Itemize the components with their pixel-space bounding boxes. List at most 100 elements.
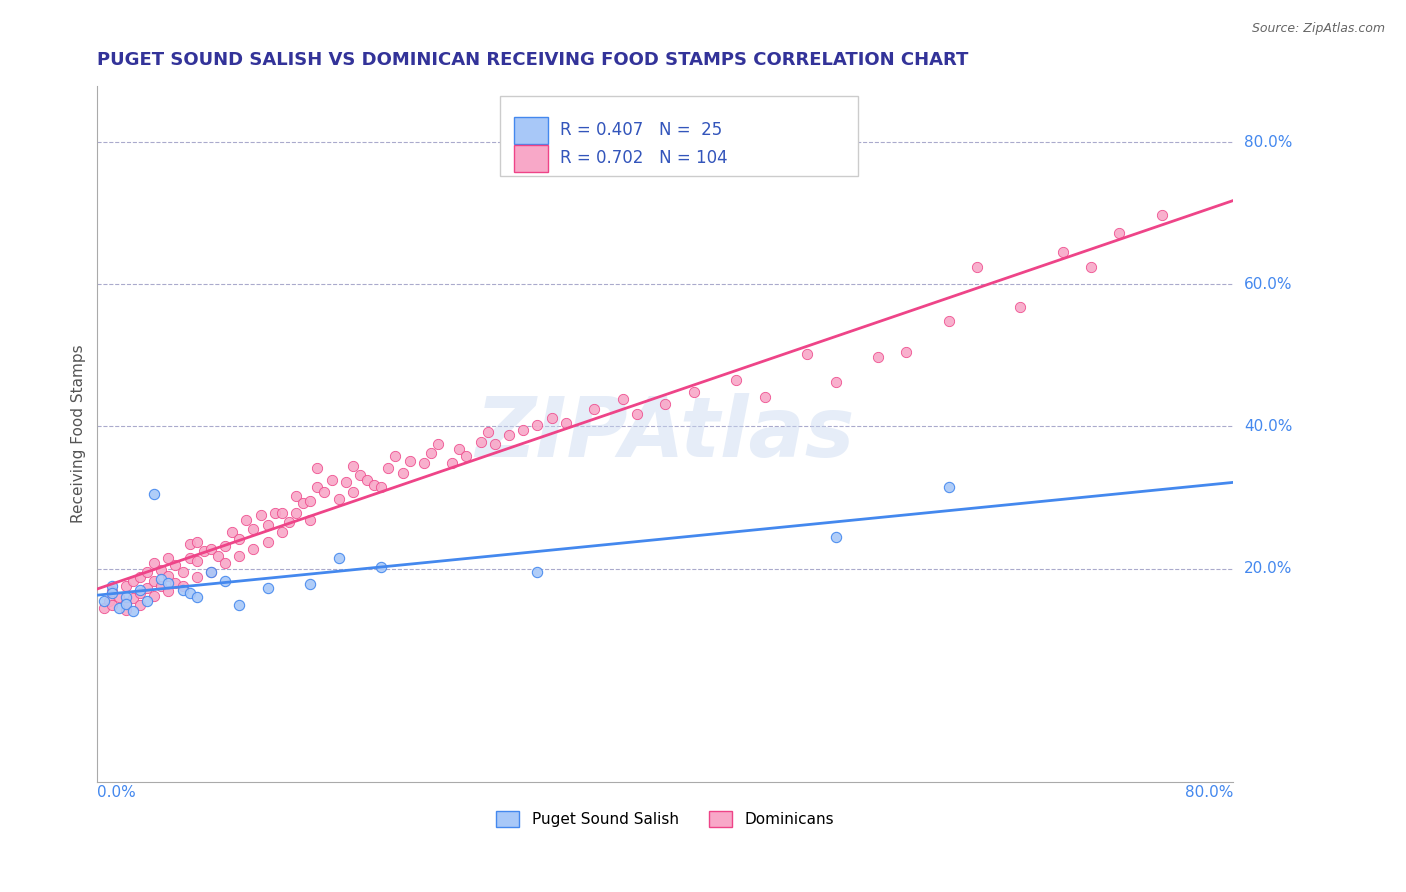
Point: [114, 590, 136, 604]
Point: [456, 450, 478, 464]
Point: [419, 446, 441, 460]
Point: [470, 435, 492, 450]
Point: [314, 484, 336, 499]
Point: [1080, 260, 1102, 274]
Point: [228, 599, 250, 613]
Point: [214, 556, 236, 570]
Point: [129, 570, 152, 584]
Point: [1008, 300, 1031, 314]
Point: [725, 373, 748, 387]
Point: [612, 392, 634, 407]
Text: 80.0%: 80.0%: [1185, 785, 1233, 800]
Point: [100, 584, 122, 599]
Point: [242, 541, 264, 556]
Point: [441, 457, 464, 471]
Point: [100, 599, 122, 613]
Point: [121, 604, 143, 618]
Point: [193, 543, 215, 558]
Point: [299, 577, 322, 591]
Point: [114, 603, 136, 617]
Point: [136, 582, 159, 596]
Point: [179, 586, 201, 600]
Bar: [515, 117, 548, 144]
Point: [1052, 245, 1074, 260]
Point: [207, 549, 229, 563]
Point: [165, 558, 187, 572]
Text: PUGET SOUND SALISH VS DOMINICAN RECEIVING FOOD STAMPS CORRELATION CHART: PUGET SOUND SALISH VS DOMINICAN RECEIVIN…: [97, 51, 969, 69]
Point: [172, 579, 194, 593]
Point: [370, 480, 392, 494]
Point: [249, 508, 271, 523]
Point: [370, 560, 392, 574]
Point: [342, 458, 364, 473]
Point: [398, 453, 420, 467]
Text: 20.0%: 20.0%: [1244, 561, 1292, 576]
Point: [938, 480, 960, 494]
Point: [554, 416, 576, 430]
Point: [321, 473, 343, 487]
Text: R = 0.407   N =  25: R = 0.407 N = 25: [560, 121, 721, 139]
Text: 80.0%: 80.0%: [1244, 135, 1292, 150]
Point: [412, 457, 434, 471]
Point: [214, 539, 236, 553]
Point: [221, 524, 243, 539]
Point: [285, 506, 308, 520]
Point: [93, 593, 115, 607]
Text: 60.0%: 60.0%: [1244, 277, 1292, 292]
Point: [172, 582, 194, 597]
Point: [228, 549, 250, 563]
Point: [626, 407, 648, 421]
Point: [121, 574, 143, 589]
Point: [114, 579, 136, 593]
FancyBboxPatch shape: [501, 96, 858, 176]
Point: [477, 425, 499, 439]
Point: [200, 565, 222, 579]
Point: [278, 516, 301, 530]
Point: [157, 550, 180, 565]
Point: [328, 550, 350, 565]
Point: [256, 534, 278, 549]
Point: [526, 418, 548, 433]
Point: [129, 582, 152, 597]
Point: [121, 591, 143, 606]
Point: [150, 579, 173, 593]
Point: [349, 467, 371, 482]
Point: [335, 475, 357, 489]
Point: [356, 473, 378, 487]
Point: [100, 579, 122, 593]
Point: [966, 260, 988, 274]
Point: [384, 450, 406, 464]
Point: [179, 550, 201, 565]
Point: [107, 590, 129, 604]
Point: [754, 390, 776, 404]
Point: [235, 513, 257, 527]
Point: [583, 401, 606, 416]
Point: [129, 586, 152, 600]
Point: [114, 597, 136, 611]
Point: [896, 345, 918, 359]
Point: [136, 593, 159, 607]
Point: [292, 496, 315, 510]
Point: [938, 314, 960, 328]
Point: [526, 565, 548, 579]
Point: [150, 572, 173, 586]
Point: [1108, 227, 1130, 241]
Point: [143, 574, 166, 589]
Point: [100, 586, 122, 600]
Point: [796, 347, 818, 361]
Point: [427, 437, 450, 451]
Point: [150, 563, 173, 577]
Point: [157, 575, 180, 590]
Text: 40.0%: 40.0%: [1244, 419, 1292, 434]
Point: [129, 599, 152, 613]
Point: [242, 523, 264, 537]
Point: [824, 376, 846, 390]
Point: [270, 506, 292, 520]
Legend: Puget Sound Salish, Dominicans: Puget Sound Salish, Dominicans: [491, 805, 839, 833]
Point: [200, 565, 222, 579]
Point: [263, 506, 285, 520]
Point: [200, 541, 222, 556]
Point: [186, 554, 208, 568]
Point: [270, 524, 292, 539]
Point: [299, 494, 322, 508]
